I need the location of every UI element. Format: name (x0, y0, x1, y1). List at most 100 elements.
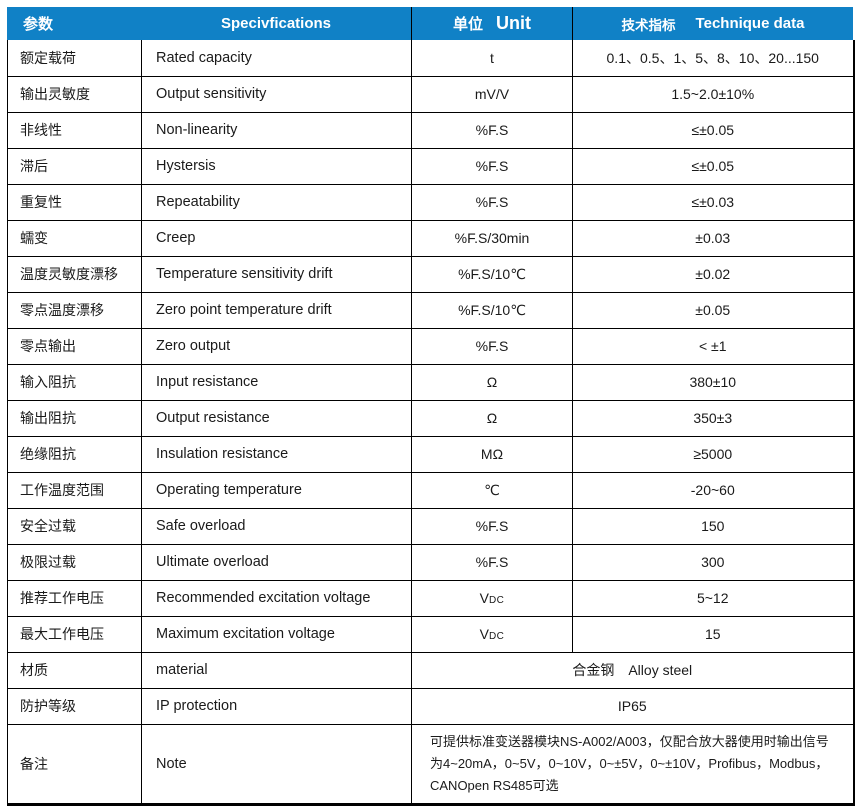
header-parameters: 参数 (23, 16, 54, 33)
spec-row-operating-temperature: 工作温度范围 Operating temperature ℃ -20~60 (7, 471, 854, 509)
unit-vdc-main: V (479, 626, 489, 642)
param-name-cn: 非线性 (7, 111, 142, 149)
param-name-cn: 滞后 (7, 147, 142, 185)
spec-row-non-linearity: 非线性 Non-linearity %F.S ≤±0.05 (7, 111, 854, 149)
param-name-cn: 输入阻抗 (7, 363, 142, 401)
param-name-en: Zero output (141, 327, 412, 365)
spec-table-body: 额定载荷 Rated capacity t 0.1、0.5、1、5、8、10、2… (7, 40, 855, 806)
unit-cell: %F.S (411, 327, 573, 365)
spec-row-creep: 蠕变 Creep %F.S/30min ±0.03 (7, 219, 854, 257)
header-unit: 单位 Unit (411, 7, 572, 40)
param-name-en: Recommended excitation voltage (141, 579, 412, 617)
ip-protection-value-cell: IP65 (411, 687, 854, 725)
value-cell: < ±1 (572, 327, 854, 365)
value-cell: 15 (572, 615, 854, 653)
unit-cell: %F.S (411, 111, 573, 149)
header-technique-en: Technique data (695, 15, 805, 32)
value-cell: ≤±0.03 (572, 183, 854, 221)
value-cell: ≤±0.05 (572, 111, 854, 149)
spec-row-temp-sensitivity-drift: 温度灵敏度漂移 Temperature sensitivity drift %F… (7, 255, 854, 293)
param-name-cn: 输出阻抗 (7, 399, 142, 437)
param-name-en: Safe overload (141, 507, 412, 545)
unit-cell: ℃ (411, 471, 573, 509)
unit-vdc-sub: DC (488, 631, 505, 642)
param-name-en: Insulation resistance (141, 435, 412, 473)
spec-row-maximum-voltage: 最大工作电压 Maximum excitation voltage VDC 15 (7, 615, 854, 653)
header-specifications: Specivfications (220, 15, 332, 32)
unit-cell: %F.S/10℃ (411, 255, 573, 293)
value-cell: ±0.05 (572, 291, 854, 329)
spec-row-ip-protection: 防护等级 IP protection IP65 (7, 687, 854, 725)
value-cell: ±0.02 (572, 255, 854, 293)
param-name-en: material (141, 651, 412, 689)
value-cell: ±0.03 (572, 219, 854, 257)
spec-row-hysteresis: 滞后 Hystersis %F.S ≤±0.05 (7, 147, 854, 185)
param-name-cn: 输出灵敏度 (7, 75, 142, 113)
param-name-cn: 额定载荷 (7, 40, 142, 77)
param-name-cn: 温度灵敏度漂移 (7, 255, 142, 293)
unit-cell: t (411, 40, 573, 77)
spec-row-material: 材质 material 合金钢 Alloy steel (7, 651, 854, 689)
param-name-cn: 绝缘阻抗 (7, 435, 142, 473)
value-cell: ≥5000 (572, 435, 854, 473)
table-header-row: 参数 Specivfications 单位 Unit 技术指标 Techniqu… (7, 7, 853, 40)
value-cell: 300 (572, 543, 854, 581)
material-value-cell: 合金钢 Alloy steel (411, 651, 854, 689)
param-name-en: Ultimate overload (141, 543, 412, 581)
param-name-en: Temperature sensitivity drift (141, 255, 412, 293)
unit-cell: mV/V (411, 75, 573, 113)
unit-cell: MΩ (411, 435, 573, 473)
spec-row-note: 备注 Note 可提供标准变送器模块NS-A002/A003，仅配合放大器使用时… (7, 723, 854, 805)
value-cell: 150 (572, 507, 854, 545)
param-name-cn: 防护等级 (7, 687, 142, 725)
spec-row-safe-overload: 安全过载 Safe overload %F.S 150 (7, 507, 854, 545)
spec-row-input-resistance: 输入阻抗 Input resistance Ω 380±10 (7, 363, 854, 401)
unit-cell: %F.S (411, 147, 573, 185)
param-name-en: Creep (141, 219, 412, 257)
spec-row-zero-temp-drift: 零点温度漂移 Zero point temperature drift %F.S… (7, 291, 854, 329)
unit-cell: %F.S/30min (411, 219, 573, 257)
unit-cell: Ω (411, 399, 573, 437)
header-technique-cn: 技术指标 (621, 17, 676, 33)
unit-vdc-main: V (479, 590, 489, 606)
value-cell: 0.1、0.5、1、5、8、10、20...150 (572, 40, 854, 77)
param-name-en: Hystersis (141, 147, 412, 185)
header-technique-data: 技术指标 Technique data (572, 7, 853, 40)
param-name-cn: 备注 (7, 723, 142, 805)
param-name-en: Rated capacity (141, 40, 412, 77)
param-name-cn: 材质 (7, 651, 142, 689)
param-name-cn: 零点输出 (7, 327, 142, 365)
param-name-en: Maximum excitation voltage (141, 615, 412, 653)
value-cell: 350±3 (572, 399, 854, 437)
param-name-cn: 零点温度漂移 (7, 291, 142, 329)
value-cell: 380±10 (572, 363, 854, 401)
note-value-cell: 可提供标准变送器模块NS-A002/A003，仅配合放大器使用时输出信号为4~2… (411, 723, 854, 805)
load-cell-spec-table: 参数 Specivfications 单位 Unit 技术指标 Techniqu… (7, 7, 855, 806)
spec-row-repeatability: 重复性 Repeatability %F.S ≤±0.03 (7, 183, 854, 221)
param-name-cn: 推荐工作电压 (7, 579, 142, 617)
spec-row-zero-output: 零点输出 Zero output %F.S < ±1 (7, 327, 854, 365)
value-cell: ≤±0.05 (572, 147, 854, 185)
param-name-en: Non-linearity (141, 111, 412, 149)
param-name-en: Note (141, 723, 412, 805)
param-name-cn: 工作温度范围 (7, 471, 142, 509)
value-cell: 5~12 (572, 579, 854, 617)
spec-row-recommended-voltage: 推荐工作电压 Recommended excitation voltage VD… (7, 579, 854, 617)
param-name-cn: 最大工作电压 (7, 615, 142, 653)
param-name-en: Output sensitivity (141, 75, 412, 113)
value-cell: 1.5~2.0±10% (572, 75, 854, 113)
param-name-en: Zero point temperature drift (141, 291, 412, 329)
header-unit-cn: 单位 (452, 16, 483, 33)
spec-row-insulation-resistance: 绝缘阻抗 Insulation resistance MΩ ≥5000 (7, 435, 854, 473)
param-name-en: Operating temperature (141, 471, 412, 509)
unit-cell: %F.S (411, 507, 573, 545)
param-name-cn: 重复性 (7, 183, 142, 221)
spec-row-rated-capacity: 额定载荷 Rated capacity t 0.1、0.5、1、5、8、10、2… (7, 40, 854, 77)
param-name-en: Repeatability (141, 183, 412, 221)
param-name-en: Output resistance (141, 399, 412, 437)
spec-row-output-resistance: 输出阻抗 Output resistance Ω 350±3 (7, 399, 854, 437)
unit-cell: Ω (411, 363, 573, 401)
unit-cell: VDC (411, 579, 573, 617)
header-unit-en: Unit (496, 13, 531, 33)
